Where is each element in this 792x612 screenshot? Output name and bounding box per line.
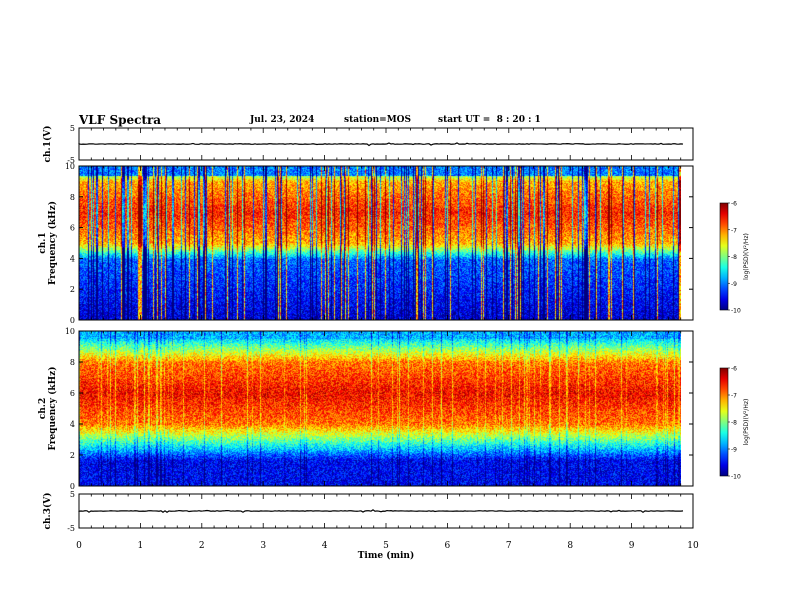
- ch2-spectrogram-ytick-8: 8: [70, 358, 75, 367]
- ch1-waveform-ytick--5: -5: [67, 156, 75, 165]
- xtick-label-4: 4: [322, 541, 328, 551]
- xtick-label-0: 0: [76, 541, 82, 551]
- ch2-spectrogram-colorbar-tick--9: -9: [731, 447, 737, 454]
- ch3-waveform-ylabel: ch.3(V): [42, 493, 53, 530]
- ch1-spectrogram-colorbar-tick--10: -10: [731, 308, 741, 315]
- xtick-label-10: 10: [687, 541, 699, 551]
- ch1-spectrogram-ytick-4: 4: [70, 254, 75, 263]
- ch2-spectrogram-colorbar-tick--8: -8: [731, 420, 737, 427]
- xtick-label-7: 7: [506, 541, 512, 551]
- spectrogram-images: [79, 166, 729, 486]
- ch3-waveform-ytick-5: 5: [70, 490, 75, 499]
- station-label: station=MOS: [344, 115, 412, 125]
- xtick-label-6: 6: [445, 541, 451, 551]
- ch1-waveform-ytick-5: 5: [70, 124, 75, 133]
- xtick-label-2: 2: [199, 541, 205, 551]
- ch2-spectrogram-ylabel: ch.2Frequency (kHz): [38, 366, 58, 450]
- xtick-label-8: 8: [567, 541, 573, 551]
- ch3-waveform-trace: [78, 509, 684, 514]
- ch2-spectrogram-colorbar-tick--10: -10: [731, 474, 741, 481]
- ch1-spectrogram-ytick-10: 10: [65, 162, 75, 171]
- ch1-spectrogram-ytick-0: 0: [70, 316, 75, 325]
- date-label: Jul. 23, 2024: [250, 115, 315, 125]
- ch2-spectrogram-colorbar: [719, 367, 729, 477]
- ch3-waveform-ytick--5: -5: [67, 524, 75, 533]
- ch2-spectrogram-ytick-0: 0: [70, 482, 75, 491]
- ch1-spectrogram-colorbar-tick--6: -6: [731, 201, 737, 208]
- ch1-spectrogram-ytick-8: 8: [70, 193, 75, 202]
- ch1-spectrogram-colorbar-tick--8: -8: [731, 254, 737, 261]
- ch2-spectrogram-ytick-4: 4: [70, 420, 75, 429]
- xtick-label-3: 3: [260, 541, 266, 551]
- ch1-waveform-trace: [78, 142, 684, 147]
- ch1-waveform-ylabel: ch.1(V): [42, 126, 53, 163]
- ch1-spectrogram-colorbar-tick--9: -9: [731, 281, 737, 288]
- start-time-label: start UT = 8 : 20 : 1: [438, 115, 541, 125]
- xtick-label-9: 9: [629, 541, 635, 551]
- ch2-spectrogram-ytick-6: 6: [70, 389, 75, 398]
- ch1-spectrogram-ylabel: ch.1Frequency (kHz): [38, 201, 58, 285]
- spectrogram-image-ch2-spectrogram: [79, 331, 681, 486]
- ch2-spectrogram-colorbar-label: log(PSD)(V²/Hz): [743, 399, 750, 446]
- spectrogram-image-ch1-spectrogram: [79, 166, 681, 320]
- ch1-spectrogram-ytick-2: 2: [70, 285, 75, 294]
- ch2-spectrogram-ytick-10: 10: [65, 327, 75, 336]
- axis-labels: 5 -5 ch.1(V) -6 -7 -8 -9 -10 log(PSD)(V²/Hz) 0 2 4 6…: [38, 124, 750, 561]
- ch1-spectrogram-colorbar-label: log(PSD)(V²/Hz): [743, 233, 750, 280]
- ch2-spectrogram-ytick-2: 2: [70, 451, 75, 460]
- xtick-label-5: 5: [383, 541, 389, 551]
- ch2-spectrogram-colorbar-tick--7: -7: [731, 393, 737, 400]
- figure-title: VLF Spectra: [79, 113, 162, 127]
- ch1-spectrogram-colorbar: [719, 202, 729, 311]
- waveform-traces: [78, 142, 684, 514]
- panel-frames: [78, 127, 730, 529]
- x-axis-label: Time (min): [358, 550, 415, 561]
- ch1-spectrogram-ytick-6: 6: [70, 224, 75, 233]
- xtick-label-1: 1: [138, 541, 144, 551]
- ch1-spectrogram-colorbar-tick--7: -7: [731, 227, 737, 234]
- ch2-spectrogram-colorbar-tick--6: -6: [731, 366, 737, 373]
